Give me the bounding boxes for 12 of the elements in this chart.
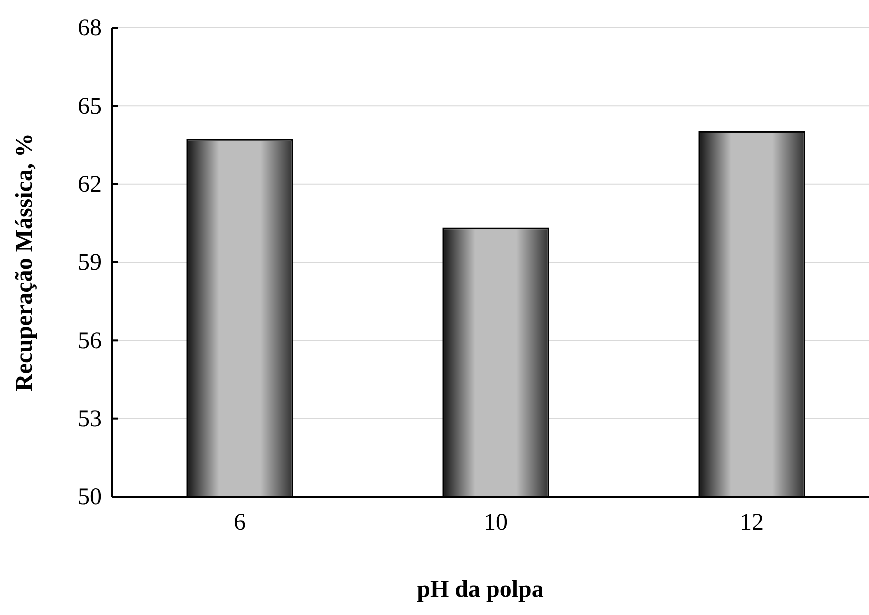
y-tick-label: 56 xyxy=(78,328,102,354)
y-tick-label: 50 xyxy=(78,484,102,511)
x-tick-label: 10 xyxy=(484,510,508,536)
x-tick-label: 6 xyxy=(234,510,246,536)
y-tick-label: 53 xyxy=(78,406,102,433)
y-tick-label: 65 xyxy=(78,94,102,120)
x-axis-title: pH da polpa xyxy=(417,577,544,603)
y-tick-label: 62 xyxy=(78,172,102,198)
x-tick-label: 12 xyxy=(740,510,764,536)
y-tick-label: 68 xyxy=(78,16,102,42)
y-axis-title: Recuperação Mássica, % xyxy=(12,134,38,392)
y-tick-label: 59 xyxy=(78,250,102,276)
